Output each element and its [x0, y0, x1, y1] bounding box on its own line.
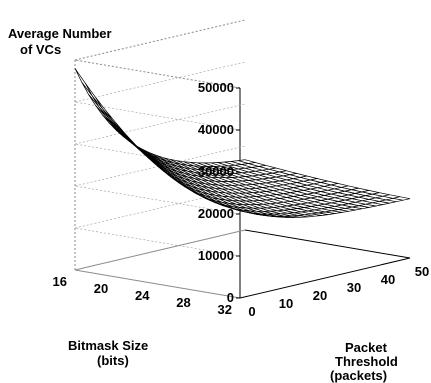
z-tick-label: 30000 — [198, 164, 234, 179]
x-tick-label: 40 — [381, 272, 395, 287]
x-axis-line — [244, 229, 411, 259]
surface-mesh — [74, 68, 411, 218]
tick-labels: 0 10000 20000 30000 40000 50000 32 28 24 20 16 0 10 2… — [53, 80, 430, 319]
z-tick-label: 10000 — [198, 248, 234, 263]
surface-cell — [74, 68, 93, 97]
axis-frame — [74, 19, 411, 299]
y-axis-label: Bitmask Size — [68, 338, 148, 353]
z-tick-label: 50000 — [198, 80, 234, 95]
x-axis-label: Packet — [345, 340, 388, 355]
x-tick-label: 30 — [347, 280, 361, 295]
y-tick-label: 24 — [135, 288, 150, 303]
z-tick-label: 0 — [227, 290, 234, 305]
y-tick-label: 20 — [94, 281, 108, 296]
y-tick-label: 16 — [53, 274, 67, 289]
x-tick-label: 0 — [248, 304, 255, 319]
z-tick-label: 40000 — [198, 122, 234, 137]
z-gridline — [74, 145, 246, 187]
x-axis-label-line2: Threshold — [335, 354, 398, 369]
y-axis-line — [239, 257, 411, 299]
z-tick-label: 20000 — [198, 206, 234, 221]
z-gridline — [74, 61, 246, 103]
z-gridline — [74, 229, 246, 271]
y-tick-label: 28 — [176, 295, 190, 310]
back-floor-edge — [74, 269, 241, 299]
y-tick-label: 32 — [218, 302, 232, 317]
z-axis-label-line2: of VCs — [20, 42, 61, 57]
x-tick-label: 50 — [415, 264, 429, 279]
surface-cell — [81, 82, 100, 108]
surface-cell — [238, 159, 256, 164]
z-gridline — [74, 19, 246, 61]
x-tick-label: 10 — [279, 296, 293, 311]
x-axis-label-line3: (packets) — [330, 368, 387, 383]
x-tick-label: 20 — [313, 288, 327, 303]
z-axis-label: Average Number — [8, 26, 112, 41]
y-axis-label-line2: (bits) — [97, 353, 129, 368]
z-gridline — [74, 103, 246, 145]
